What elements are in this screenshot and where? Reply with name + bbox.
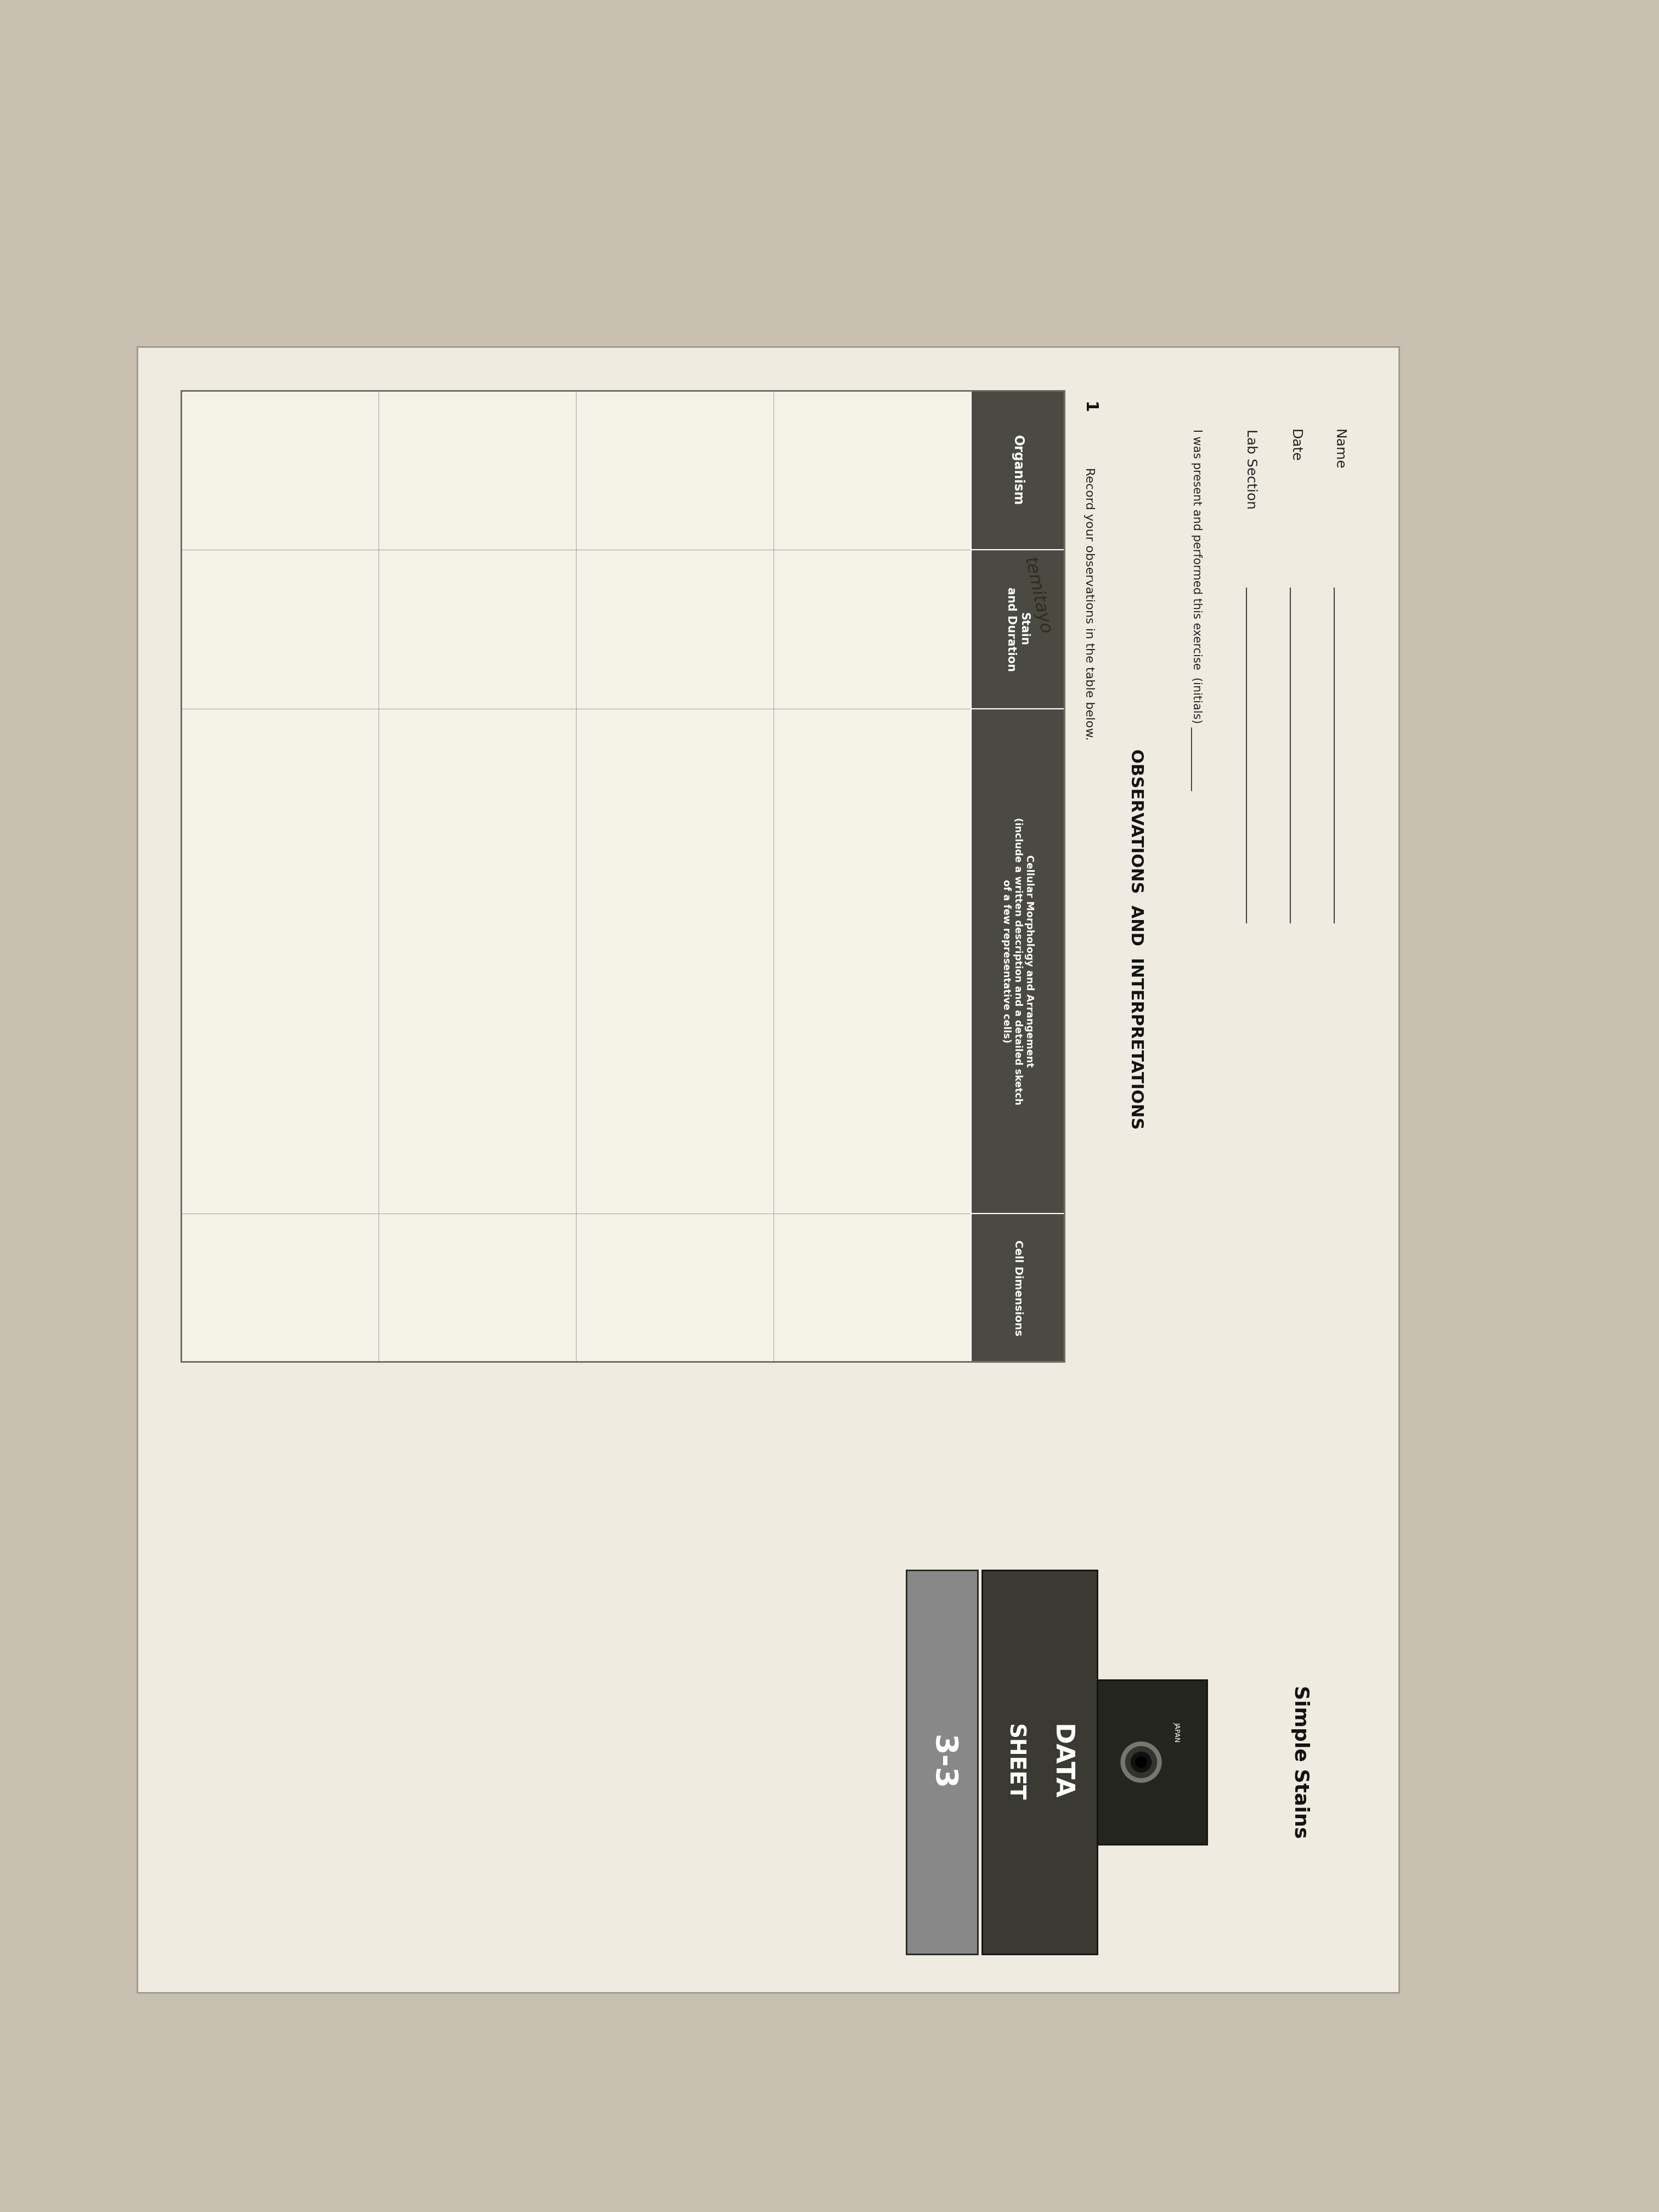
Text: JAPAN: JAPAN — [1173, 1721, 1180, 1743]
Text: Organism: Organism — [1010, 436, 1024, 504]
Text: 1: 1 — [1082, 403, 1097, 414]
Polygon shape — [138, 347, 1399, 1993]
Circle shape — [1125, 1747, 1156, 1778]
Polygon shape — [773, 708, 971, 1214]
Polygon shape — [773, 392, 971, 551]
Text: Cell Dimensions: Cell Dimensions — [1012, 1239, 1024, 1336]
Polygon shape — [181, 392, 378, 551]
Polygon shape — [773, 1214, 971, 1363]
Text: Simple Stains: Simple Stains — [1291, 1686, 1309, 1838]
Polygon shape — [378, 1214, 576, 1363]
Polygon shape — [181, 708, 378, 1214]
Circle shape — [1131, 1752, 1151, 1772]
Polygon shape — [971, 551, 1065, 708]
Circle shape — [1121, 1741, 1161, 1783]
Polygon shape — [378, 708, 576, 1214]
Text: ______________________: ______________________ — [1289, 593, 1301, 712]
Polygon shape — [181, 1214, 378, 1363]
Circle shape — [1135, 1756, 1146, 1767]
Polygon shape — [971, 708, 1065, 1214]
Text: OBSERVATIONS  AND  INTERPRETATIONS: OBSERVATIONS AND INTERPRETATIONS — [1128, 750, 1143, 1130]
Text: Date: Date — [1287, 429, 1301, 462]
Text: Cellular Morphology and Arrangement
(include a written description and a detaile: Cellular Morphology and Arrangement (inc… — [1002, 818, 1034, 1104]
Polygon shape — [576, 1214, 773, 1363]
Text: Stain
and Duration: Stain and Duration — [1005, 586, 1030, 672]
Polygon shape — [576, 392, 773, 551]
Text: Name: Name — [1332, 429, 1345, 469]
Text: Lab Section: Lab Section — [1244, 429, 1258, 509]
Polygon shape — [971, 1214, 1065, 1363]
Polygon shape — [576, 551, 773, 708]
Text: 3-3: 3-3 — [927, 1734, 957, 1790]
Polygon shape — [906, 1571, 977, 1953]
Text: I was present and performed this exercise  (initials) ___________: I was present and performed this exercis… — [1190, 429, 1201, 790]
Polygon shape — [181, 551, 378, 708]
Polygon shape — [982, 1571, 1097, 1953]
Text: SHEET: SHEET — [1004, 1723, 1025, 1801]
Polygon shape — [1075, 1679, 1208, 1845]
Polygon shape — [378, 392, 576, 551]
Text: DATA: DATA — [1048, 1725, 1073, 1801]
Text: temitayo: temitayo — [1020, 555, 1053, 637]
Polygon shape — [576, 708, 773, 1214]
Text: ______________________: ______________________ — [1334, 593, 1344, 712]
Polygon shape — [971, 392, 1065, 551]
Text: Record your observations in the table below.: Record your observations in the table be… — [1083, 467, 1095, 741]
Polygon shape — [773, 551, 971, 708]
Polygon shape — [378, 551, 576, 708]
Text: ______________________: ______________________ — [1246, 593, 1256, 712]
